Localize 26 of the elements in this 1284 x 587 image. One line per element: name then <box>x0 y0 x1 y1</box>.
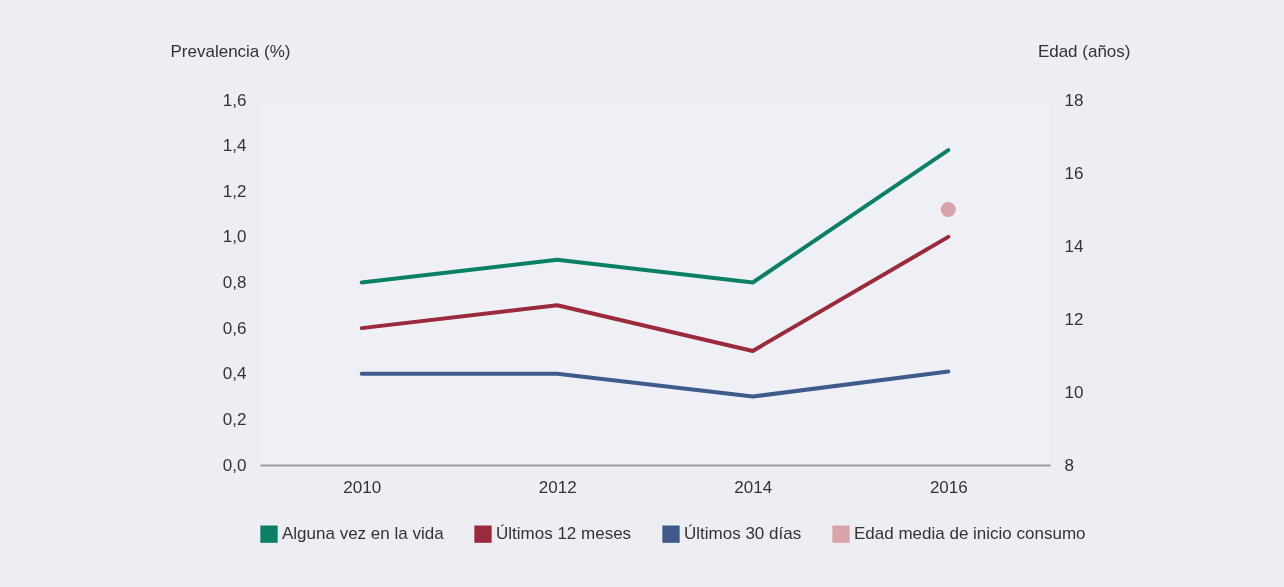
legend-label: Alguna vez en la vida <box>282 524 445 544</box>
y-tick-label: 0,8 <box>222 273 247 292</box>
y-tick-label: 1,0 <box>222 227 247 247</box>
y2-tick-label: 10 <box>1064 382 1084 402</box>
y-tick-label: 1,2 <box>222 181 247 201</box>
y2-axis-title: Edad (años) <box>1037 41 1131 61</box>
y-tick-label: 0,4 <box>222 364 247 384</box>
y-tick-label: 0,0 <box>222 455 247 475</box>
x-tick-label: 2014 <box>734 477 773 497</box>
y-tick-label: 1,4 <box>222 136 247 156</box>
legend-label: Últimos 12 meses <box>496 524 632 544</box>
line-series <box>359 234 951 353</box>
y2-tick-label: 12 <box>1064 309 1084 329</box>
x-tick-label: 2016 <box>929 477 968 497</box>
y-tick-label: 1,6 <box>222 90 247 110</box>
y2-tick-label: 16 <box>1064 163 1084 183</box>
y-axis-title: Prevalencia (%) <box>170 41 291 61</box>
y2-tick-label: 8 <box>1064 455 1074 475</box>
x-tick-label: 2012 <box>538 477 577 497</box>
y-tick-label: 0,2 <box>222 409 247 429</box>
x-tick-label: 2010 <box>343 477 382 497</box>
legend-label: Edad media de inicio consumo <box>854 524 1086 544</box>
y2-tick-label: 18 <box>1064 90 1084 110</box>
legend-label: Últimos 30 días <box>684 524 802 544</box>
y2-tick-label: 14 <box>1064 236 1084 256</box>
y-tick-label: 0,6 <box>222 318 247 338</box>
